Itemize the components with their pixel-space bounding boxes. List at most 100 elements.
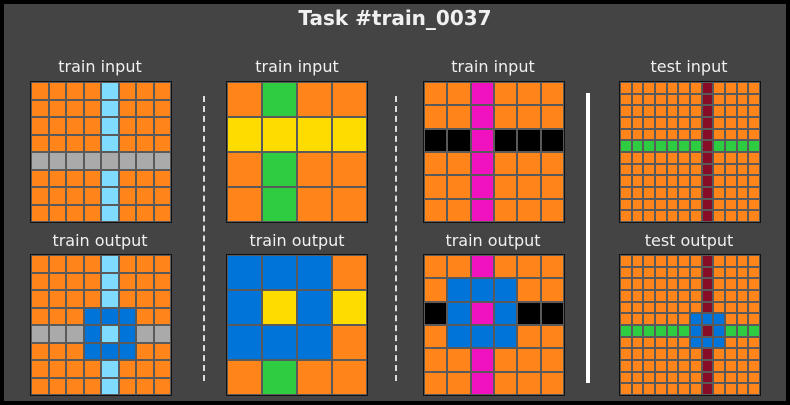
grid-cell — [713, 175, 725, 187]
grid-cell — [297, 255, 332, 290]
grid-cell — [690, 105, 702, 117]
grid-cell — [31, 290, 49, 308]
grid-cell — [227, 360, 262, 395]
grid-cell — [748, 371, 760, 384]
grid-cell — [540, 255, 564, 279]
grid-cell — [620, 336, 632, 349]
grid-cell — [48, 255, 66, 273]
grid-cell — [620, 105, 632, 117]
grid-cell — [66, 187, 84, 205]
grid-cell — [517, 371, 541, 395]
grid-cell — [66, 99, 84, 117]
grid-cell — [48, 377, 66, 395]
grid-cell — [643, 187, 655, 199]
grid-cell — [631, 313, 644, 325]
grid-cell — [690, 383, 702, 395]
grid-cell — [666, 325, 679, 337]
grid-cell — [470, 278, 494, 302]
grid-cell — [66, 360, 84, 378]
grid-cell — [678, 163, 690, 176]
grid-cell — [153, 204, 171, 222]
grid-cell — [447, 348, 471, 372]
grid-cell — [620, 210, 632, 222]
grid-cell — [332, 82, 367, 117]
grid-cell — [643, 152, 655, 164]
grid-cell — [494, 198, 518, 222]
grid-cell — [666, 383, 679, 395]
grid-cell — [31, 82, 49, 100]
grid-cell — [736, 163, 749, 176]
grid-cell — [643, 278, 655, 290]
grid-cell — [83, 325, 101, 343]
grid-cell — [31, 187, 49, 205]
grid-cell — [66, 255, 84, 273]
grid-cell — [701, 313, 714, 325]
grid-cell — [748, 93, 760, 106]
grid-cell — [631, 163, 644, 176]
grid-cell — [262, 255, 297, 290]
grid-cell — [725, 82, 737, 94]
grid-cell — [678, 175, 690, 187]
grid-cell — [48, 134, 66, 152]
grid-cell — [227, 325, 262, 360]
grid-cell — [666, 128, 679, 141]
grid-cell — [713, 82, 725, 94]
pair-2-output-label: train output — [249, 231, 345, 250]
grid-cell — [136, 187, 154, 205]
grid-cell — [48, 117, 66, 135]
grid-cell — [713, 360, 725, 372]
grid-cell — [297, 152, 332, 187]
grid-cell — [631, 336, 644, 349]
grid-cell — [666, 336, 679, 349]
grid-cell — [643, 348, 655, 360]
grid-cell — [713, 278, 725, 290]
grid-cell — [678, 325, 690, 337]
pair-1-input-grid — [30, 81, 172, 223]
grid-cell — [31, 377, 49, 395]
grid-cell — [424, 301, 448, 325]
grid-cell — [66, 169, 84, 187]
grid-cell — [297, 360, 332, 395]
pair-separator-2 — [395, 96, 397, 381]
grid-cell — [643, 175, 655, 187]
grid-cell — [678, 187, 690, 199]
grid-cell — [713, 105, 725, 117]
grid-cell — [748, 198, 760, 211]
grid-cell — [666, 175, 679, 187]
grid-cell — [447, 175, 471, 199]
pair-1-output-label: train output — [52, 231, 148, 250]
grid-cell — [118, 82, 136, 100]
grid-cell — [620, 163, 632, 176]
grid-cell — [701, 187, 714, 199]
grid-cell — [690, 325, 702, 337]
pair-2-output-grid — [226, 254, 368, 396]
grid-cell — [83, 377, 101, 395]
grid-cell — [620, 128, 632, 141]
grid-cell — [494, 82, 518, 106]
grid-cell — [136, 117, 154, 135]
grid-cell — [701, 140, 714, 152]
grid-cell — [690, 301, 702, 314]
grid-cell — [655, 163, 667, 176]
grid-cell — [48, 342, 66, 360]
grid-cell — [517, 255, 541, 279]
grid-cell — [118, 360, 136, 378]
grid-cell — [713, 128, 725, 141]
grid-cell — [136, 360, 154, 378]
grid-cell — [136, 134, 154, 152]
grid-cell — [227, 290, 262, 325]
grid-cell — [666, 313, 679, 325]
grid-cell — [332, 187, 367, 222]
grid-cell — [136, 255, 154, 273]
grid-cell — [631, 255, 644, 267]
grid-cell — [655, 325, 667, 337]
grid-cell — [666, 163, 679, 176]
grid-cell — [736, 336, 749, 349]
grid-cell — [666, 278, 679, 290]
grid-cell — [227, 152, 262, 187]
grid-cell — [153, 152, 171, 170]
grid-cell — [620, 198, 632, 211]
grid-cell — [620, 152, 632, 164]
grid-cell — [690, 187, 702, 199]
grid-cell — [678, 128, 690, 141]
